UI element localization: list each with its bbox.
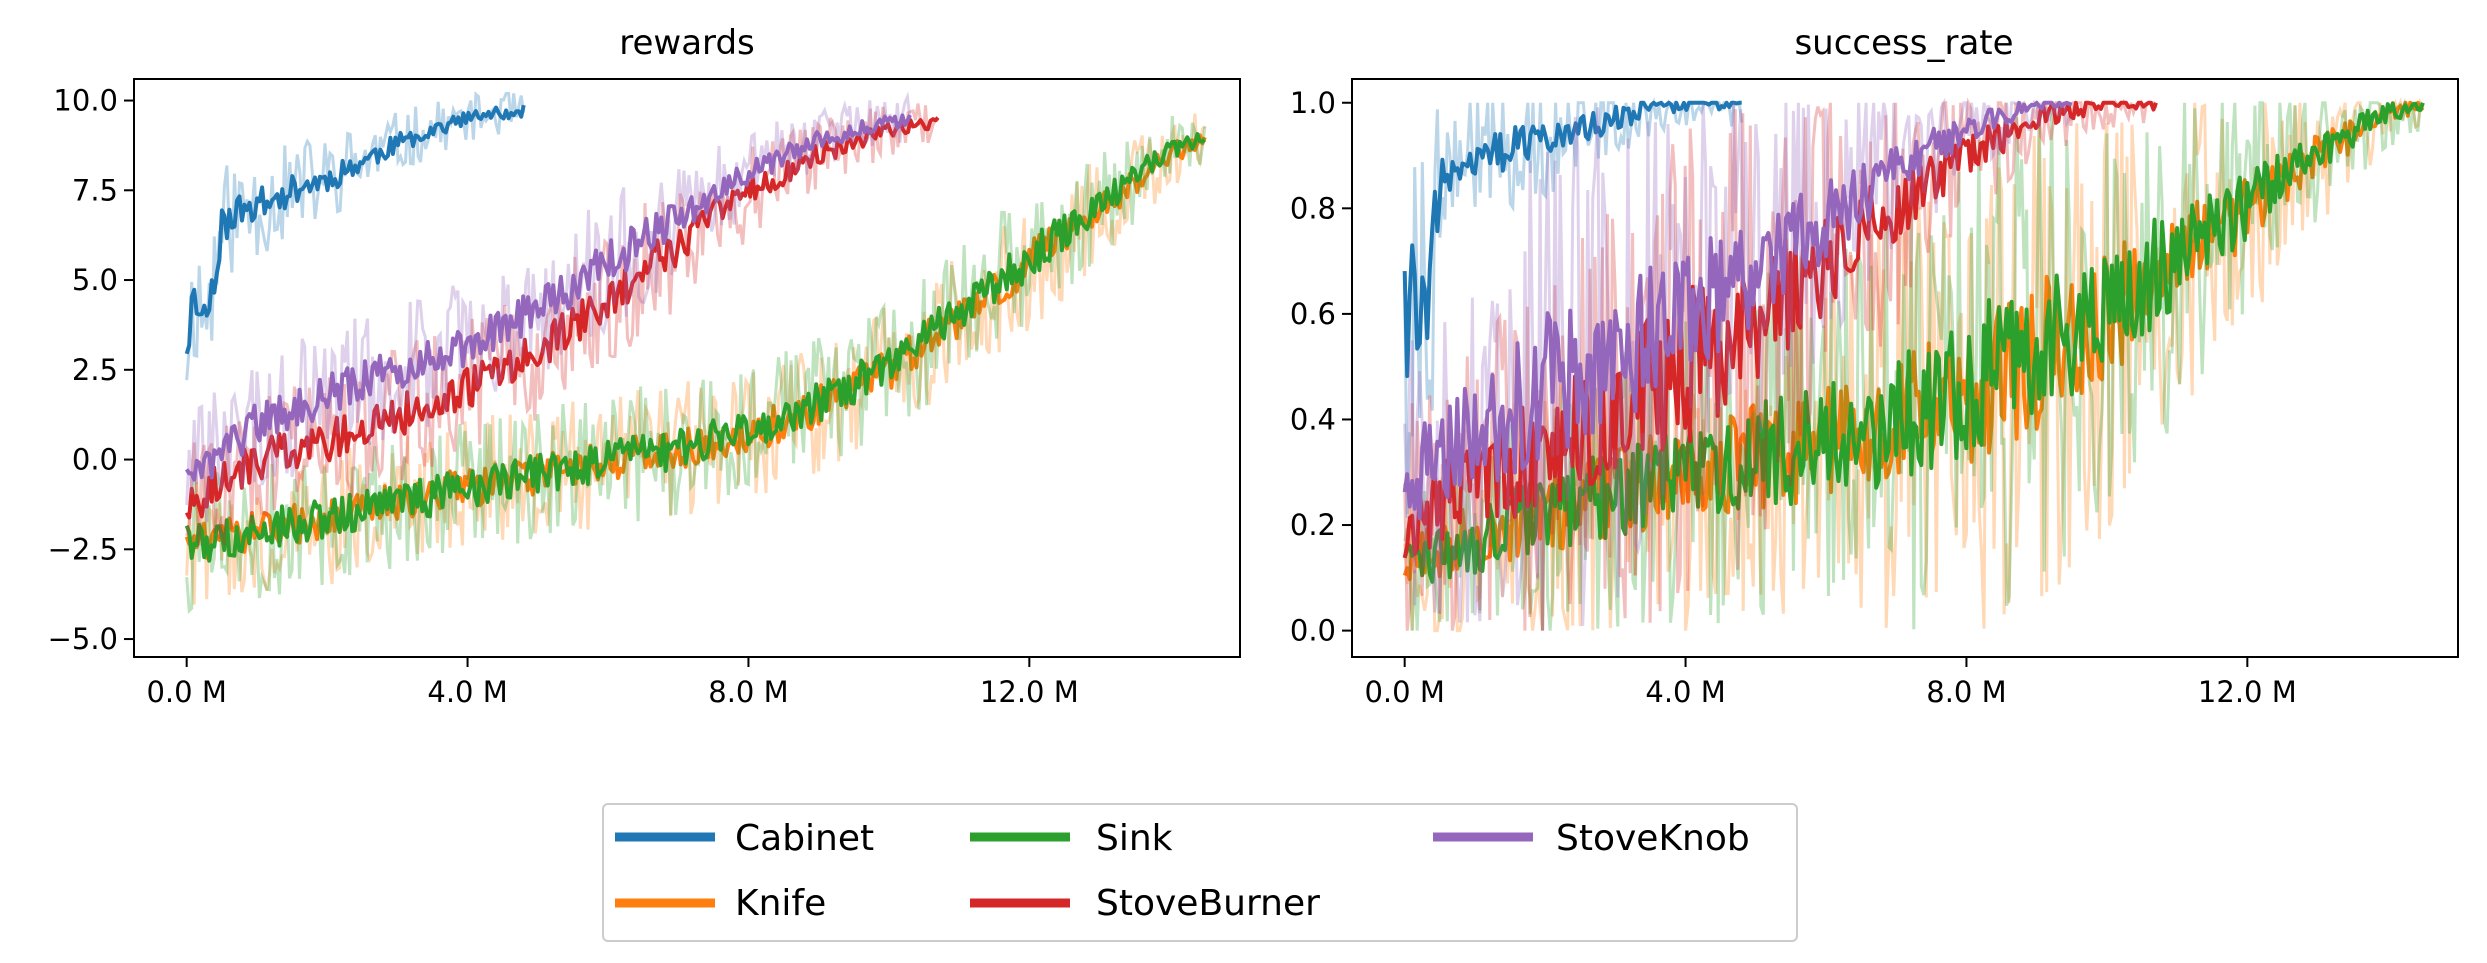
rewards-x-tick-label: 8.0 M bbox=[708, 675, 788, 709]
success-rate-x-tick-label: 8.0 M bbox=[1926, 675, 2006, 709]
legend: Cabinet Knife Sink StoveBurner StoveKnob bbox=[602, 803, 1798, 942]
success-rate-x-tick-label: 0.0 M bbox=[1364, 675, 1444, 709]
rewards-y-tick-label: 7.5 bbox=[72, 173, 118, 207]
rewards-ticks: 0.0 M 4.0 M 8.0 M 12.0 M −5.0 −2.5 0.0 2.5 5.0 7.… bbox=[48, 84, 1079, 709]
rewards-y-tick-label: 2.5 bbox=[72, 353, 118, 387]
rewards-series-cabinet-smoothed bbox=[184, 104, 526, 355]
rewards-series-stoveburner-raw bbox=[185, 103, 939, 546]
rewards-axes-frame bbox=[133, 78, 1241, 658]
rewards-series-sink-raw bbox=[185, 116, 1207, 614]
success-rate-panel: success_rate 0.0 M 4.0 M 8.0 M 12.0 M 0.0 0.2… bbox=[1290, 23, 2459, 709]
rewards-y-tick-label: 5.0 bbox=[72, 263, 118, 297]
rewards-y-tick-label: −5.0 bbox=[48, 622, 118, 656]
rewards-y-tick-label: 10.0 bbox=[53, 84, 118, 118]
success-rate-series-stoveburner-smoothed bbox=[1402, 100, 2158, 559]
rewards-series-sink-smoothed bbox=[184, 132, 1207, 563]
success-rate-y-tick-label: 0.4 bbox=[1290, 402, 1336, 436]
success-rate-series-group bbox=[1402, 96, 2425, 633]
success-rate-series-stoveknob-smoothed bbox=[1402, 100, 2073, 521]
rewards-series-knife-raw bbox=[185, 113, 1206, 605]
rewards-x-tick-label: 0.0 M bbox=[146, 675, 226, 709]
legend-label-sink: Sink bbox=[1096, 818, 1173, 859]
rewards-title: rewards bbox=[619, 23, 754, 63]
rewards-series-stoveknob-raw bbox=[185, 91, 912, 523]
rewards-x-tick-label: 12.0 M bbox=[980, 675, 1079, 709]
rewards-panel: rewards 0.0 M 4.0 M 8.0 M 12.0 M−5.0−2.50.0… bbox=[48, 23, 1241, 709]
legend-label-cabinet: Cabinet bbox=[735, 818, 874, 859]
rewards-y-tick-label: −2.5 bbox=[48, 532, 118, 566]
legend-label-stoveknob: StoveKnob bbox=[1556, 818, 1750, 859]
success-rate-series-cabinet-smoothed bbox=[1402, 100, 1742, 379]
legend-label-knife: Knife bbox=[735, 883, 826, 924]
legend-label-stoveburner: StoveBurner bbox=[1096, 883, 1320, 924]
success-rate-y-tick-label: 0.2 bbox=[1290, 508, 1336, 542]
rewards-series-stoveknob-smoothed bbox=[184, 113, 912, 482]
success-rate-x-tick-label: 4.0 M bbox=[1645, 675, 1725, 709]
rewards-x-tick-label: 4.0 M bbox=[427, 675, 507, 709]
success-rate-ticks: 0.0 M 4.0 M 8.0 M 12.0 M 0.0 0.2 0.4 0.6 0.8 1.0 bbox=[1290, 86, 2297, 709]
rewards-y-tick-label: 0.0 bbox=[72, 443, 118, 477]
success-rate-x-tick-label: 12.0 M bbox=[2198, 675, 2297, 709]
success-rate-axes-frame bbox=[1351, 78, 2459, 658]
success-rate-y-tick-label: 0.8 bbox=[1290, 191, 1336, 225]
success-rate-y-tick-label: 0.6 bbox=[1290, 297, 1336, 331]
rewards-series-stoveburner-smoothed bbox=[184, 116, 940, 520]
success-rate-y-tick-label: 1.0 bbox=[1290, 86, 1336, 120]
success-rate-series-sink-smoothed bbox=[1402, 101, 2425, 584]
success-rate-title: success_rate bbox=[1794, 23, 2013, 63]
success-rate-y-tick-label: 0.0 bbox=[1290, 614, 1336, 648]
success-rate-series-stoveknob-raw bbox=[1403, 97, 2073, 631]
rewards-series-group bbox=[184, 91, 1207, 614]
